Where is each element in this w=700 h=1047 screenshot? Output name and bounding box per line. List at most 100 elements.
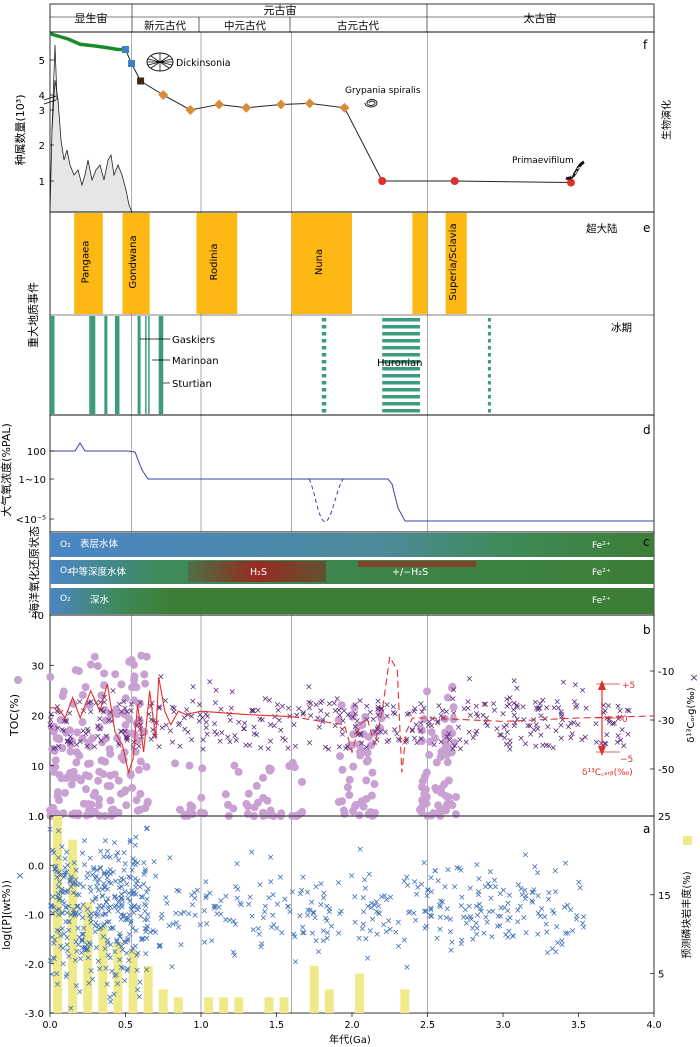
phosphorus-point: × — [85, 979, 93, 989]
phosphorus-point: × — [90, 866, 98, 876]
phosphorus-point: × — [58, 885, 66, 895]
phosphorus-point: × — [460, 913, 468, 923]
phosphorus-point: × — [104, 903, 112, 913]
phosphorus-point: × — [336, 909, 344, 919]
phosphorus-point: × — [66, 918, 74, 928]
org-point: × — [323, 711, 331, 721]
phosphorus-point: × — [463, 914, 471, 924]
phosphorus-point: × — [78, 949, 86, 959]
toc-point — [343, 783, 352, 792]
toc-point — [432, 758, 441, 767]
org-point: × — [155, 703, 163, 713]
phosphorus-point: × — [58, 842, 66, 852]
glaciation-stripe — [321, 353, 327, 357]
carb-tick-label: 0 — [622, 715, 628, 725]
phosphorus-point: × — [211, 904, 219, 914]
phosphorus-point: × — [286, 908, 294, 918]
org-point: × — [116, 700, 124, 710]
a-left-tick-label: -3.0 — [24, 1009, 44, 1020]
toc-point — [358, 720, 367, 729]
a-ylabel-right: 预测磷块岩丰度(%) — [680, 871, 693, 958]
phosphorus-point: × — [558, 937, 566, 947]
phosphorus-point: × — [562, 859, 570, 869]
phosphorus-point: × — [504, 899, 512, 909]
toc-point — [105, 745, 114, 754]
fe-label: Fe²⁺ — [592, 541, 611, 551]
org-point: × — [465, 728, 473, 738]
phosphorus-point: × — [356, 845, 364, 855]
phosphorus-point: × — [125, 889, 133, 899]
org-point: × — [87, 697, 95, 707]
phosphorus-point: × — [108, 967, 116, 977]
phosphorus-point: × — [84, 945, 92, 955]
phosphorus-point: × — [413, 890, 421, 900]
org-point: × — [417, 735, 425, 745]
org-point: × — [474, 712, 482, 722]
org-point: × — [383, 700, 391, 710]
phosphorus-point: × — [150, 857, 158, 867]
glaciation-stripe — [487, 388, 491, 392]
supercontinent-label: Rodinia — [209, 244, 220, 281]
org-point: × — [136, 725, 144, 735]
toc-point — [224, 800, 233, 809]
phosphorus-point: × — [475, 874, 483, 884]
phosphorus-point: × — [107, 869, 115, 879]
org-point: × — [73, 740, 81, 750]
phosphorus-point: × — [91, 922, 99, 932]
phosphorus-point: × — [74, 902, 82, 912]
phosphorus-point: × — [70, 909, 78, 919]
org-point: × — [241, 719, 249, 729]
phosphorus-point: × — [73, 891, 81, 901]
phosphorus-point: × — [75, 891, 83, 901]
org-point: × — [342, 744, 350, 754]
phosphorus-point: × — [54, 980, 62, 990]
phosphorus-point: × — [116, 877, 124, 887]
glaciation-stripe — [382, 409, 420, 413]
org-point: × — [480, 700, 488, 710]
org-point: × — [374, 703, 382, 713]
phosphorus-point: × — [50, 954, 58, 964]
phosphorus-point: × — [504, 906, 512, 916]
phosphorus-point: × — [257, 942, 265, 952]
toc-point — [137, 651, 146, 660]
org-point: × — [319, 718, 327, 728]
phosphorus-point: × — [410, 909, 418, 919]
toc-point — [81, 683, 90, 692]
org-point: × — [317, 707, 325, 717]
b-ylabel-right: δ¹³Cₒᵣg(‰) — [686, 687, 697, 743]
phosphorus-point: × — [141, 907, 149, 917]
org-point: × — [349, 713, 357, 723]
axis-break — [43, 95, 57, 101]
phosphorus-point: × — [141, 915, 149, 925]
phosphorus-point: × — [249, 925, 257, 935]
phosphorus-point: × — [514, 906, 522, 916]
org-point: × — [325, 745, 333, 755]
toc-point — [426, 737, 435, 746]
phosphorus-point: × — [115, 940, 123, 950]
phosphorus-point: × — [99, 902, 107, 912]
org-point: × — [54, 724, 62, 734]
org-point: × — [553, 698, 561, 708]
panel-f: 1 2 3 4 5 种属数量(10³) 生物演化 f Dickinsonia Grypa… — [13, 31, 673, 213]
phosphorus-point: × — [114, 979, 122, 989]
phosphorus-point: × — [87, 967, 95, 977]
org-point: × — [377, 728, 385, 738]
toc-point — [264, 810, 273, 819]
phosphorus-point: × — [369, 915, 377, 925]
org-point: × — [46, 720, 54, 730]
phosphorus-point: × — [366, 927, 374, 937]
phosphorus-point: × — [136, 992, 144, 1002]
phosphorus-point: × — [492, 883, 500, 893]
org-point: × — [603, 730, 611, 740]
phosphorus-point: × — [54, 890, 62, 900]
toc-point — [366, 808, 375, 817]
org-point: × — [206, 677, 214, 687]
phosphorus-point: × — [443, 905, 451, 915]
org-point: × — [274, 700, 282, 710]
phosphorus-point: × — [141, 900, 149, 910]
a-right-tick-label: 25 — [658, 812, 671, 823]
org-point: × — [544, 722, 552, 732]
toc-point — [67, 736, 76, 745]
phosphorus-point: × — [306, 906, 314, 916]
org-point: × — [557, 710, 565, 720]
